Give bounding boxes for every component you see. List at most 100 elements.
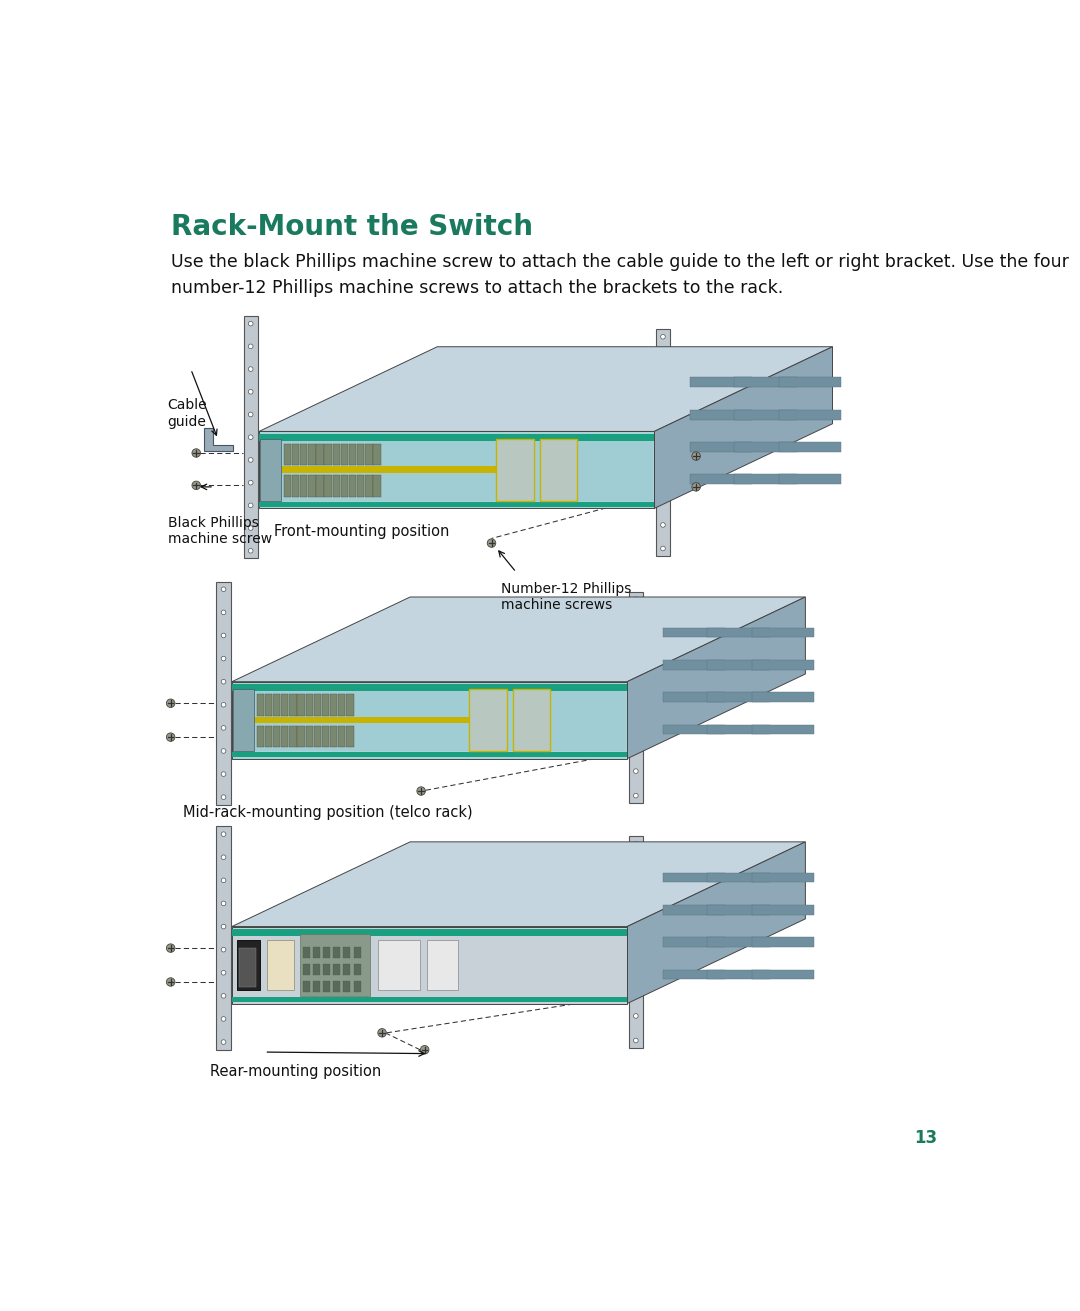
Bar (300, 443, 308, 465)
Circle shape (192, 448, 201, 458)
Bar (216, 582, 231, 805)
Bar (292, 443, 299, 465)
Circle shape (248, 526, 253, 531)
Polygon shape (690, 475, 753, 484)
Polygon shape (232, 842, 806, 927)
Bar (281, 725, 288, 747)
Bar (313, 965, 321, 975)
Bar (343, 965, 350, 975)
Polygon shape (779, 442, 841, 452)
Circle shape (221, 1016, 226, 1021)
Bar (297, 725, 305, 747)
Circle shape (166, 944, 175, 952)
Circle shape (417, 787, 426, 796)
Bar (306, 694, 313, 716)
Circle shape (221, 924, 226, 929)
Polygon shape (752, 659, 814, 670)
Polygon shape (734, 442, 797, 452)
Polygon shape (663, 659, 725, 670)
Bar (255, 720, 500, 724)
Bar (232, 682, 627, 759)
Circle shape (248, 548, 253, 553)
Circle shape (661, 382, 665, 387)
Text: Black Phillips
machine screw: Black Phillips machine screw (167, 517, 272, 547)
Circle shape (248, 435, 253, 439)
Circle shape (420, 1045, 429, 1054)
Polygon shape (707, 937, 770, 947)
Circle shape (661, 429, 665, 433)
Circle shape (221, 772, 226, 776)
Bar (232, 927, 627, 1003)
Bar (300, 476, 308, 497)
Polygon shape (663, 692, 725, 703)
Bar (313, 981, 321, 992)
Polygon shape (627, 597, 806, 759)
Polygon shape (690, 378, 753, 387)
Circle shape (166, 978, 175, 986)
Bar (374, 476, 380, 497)
Bar (259, 431, 654, 509)
Circle shape (248, 480, 253, 485)
Polygon shape (752, 905, 814, 915)
Circle shape (692, 482, 700, 492)
Circle shape (248, 458, 253, 463)
Bar (365, 476, 373, 497)
Bar (333, 476, 340, 497)
Circle shape (661, 358, 665, 363)
Polygon shape (707, 628, 770, 637)
Polygon shape (707, 659, 770, 670)
Text: 13: 13 (914, 1129, 937, 1147)
Circle shape (221, 994, 226, 998)
Circle shape (634, 915, 638, 920)
Polygon shape (779, 475, 841, 484)
Bar (513, 690, 550, 751)
Bar (289, 694, 297, 716)
Circle shape (221, 878, 226, 882)
Bar (239, 948, 256, 987)
Polygon shape (734, 475, 797, 484)
Circle shape (248, 367, 253, 371)
Bar (343, 948, 350, 958)
Circle shape (221, 703, 226, 707)
Bar (323, 965, 330, 975)
Bar (232, 691, 626, 751)
Bar (341, 476, 348, 497)
Bar (313, 694, 321, 716)
Bar (374, 443, 380, 465)
Bar (316, 443, 324, 465)
Circle shape (221, 855, 226, 860)
Polygon shape (752, 937, 814, 947)
Bar (357, 443, 364, 465)
Bar (343, 981, 350, 992)
Circle shape (221, 587, 226, 591)
Bar (232, 690, 255, 751)
Circle shape (634, 965, 638, 969)
Bar (243, 316, 258, 558)
Bar (322, 694, 329, 716)
Bar (232, 684, 627, 691)
Polygon shape (734, 378, 797, 387)
Bar (232, 929, 627, 936)
Bar (313, 948, 321, 958)
Circle shape (661, 523, 665, 527)
Bar (306, 725, 313, 747)
Bar (333, 443, 340, 465)
Circle shape (248, 389, 253, 395)
Circle shape (221, 610, 226, 615)
Bar (349, 476, 356, 497)
Text: Rack-Mount the Switch: Rack-Mount the Switch (172, 212, 534, 241)
Bar (338, 725, 346, 747)
Bar (334, 965, 340, 975)
Circle shape (634, 671, 638, 675)
Bar (329, 725, 337, 747)
Circle shape (634, 867, 638, 871)
Polygon shape (707, 905, 770, 915)
Bar (629, 836, 643, 1049)
Bar (282, 467, 527, 469)
Circle shape (248, 412, 253, 417)
Bar (260, 440, 653, 501)
Bar (232, 751, 627, 758)
Bar (334, 981, 340, 992)
Circle shape (221, 901, 226, 906)
Circle shape (221, 679, 226, 684)
